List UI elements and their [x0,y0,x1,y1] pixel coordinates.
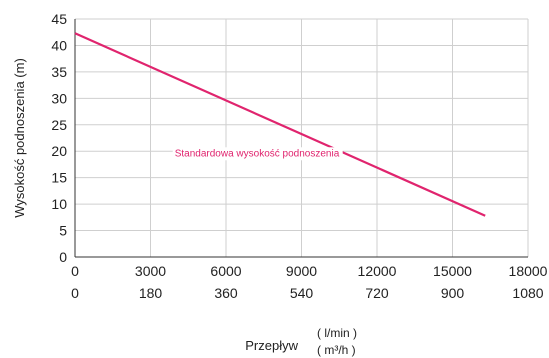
x-tick-label: 15000 [433,263,472,279]
x-secondary-tick-label: 720 [365,285,389,301]
annotation-background [172,147,343,161]
x-tick-label: 0 [71,263,79,279]
y-tick-label: 20 [51,143,67,159]
x-secondary-tick-label: 180 [139,285,163,301]
x-secondary-tick-labels: 0 180 360 540 720 900 1080 [71,285,544,301]
y-tick-label: 5 [59,223,67,239]
y-tick-label: 25 [51,117,67,133]
x-tick-label: 6000 [210,263,241,279]
x-tick-label: 9000 [286,263,317,279]
y-tick-label: 15 [51,170,67,186]
x-tick-labels: 0 3000 6000 9000 12000 15000 18000 [71,263,548,279]
x-tick-label: 12000 [358,263,397,279]
y-tick-label: 45 [51,11,67,27]
x-axis-label: Przepływ [245,338,298,353]
series [74,32,486,217]
annotations: Standardowa wysokość podnoszenia [172,147,343,161]
x-tick-label: 3000 [135,263,166,279]
x-unit-m3h: ( m³/h ) [317,343,356,357]
x-secondary-tick-label: 540 [290,285,314,301]
x-secondary-tick-label: 900 [441,285,465,301]
y-tick-label: 35 [51,64,67,80]
y-tick-label: 40 [51,37,67,53]
y-tick-labels: 0 5 10 15 20 25 30 35 40 45 [51,11,67,265]
y-tick-label: 30 [51,90,67,106]
y-tick-label: 10 [51,196,67,212]
x-secondary-tick-label: 360 [214,285,238,301]
axes [74,19,528,258]
grid [75,18,529,257]
x-secondary-tick-label: 0 [71,285,79,301]
head-curve-line [74,32,486,217]
y-axis-label: Wysokość podnoszenia (m) [12,58,27,218]
x-tick-label: 18000 [509,263,548,279]
y-tick-label: 0 [59,249,67,265]
x-secondary-tick-label: 1080 [512,285,543,301]
x-unit-lmin: ( l/min ) [317,326,357,340]
standard-head-annotation: Standardowa wysokość podnoszenia [175,148,340,159]
